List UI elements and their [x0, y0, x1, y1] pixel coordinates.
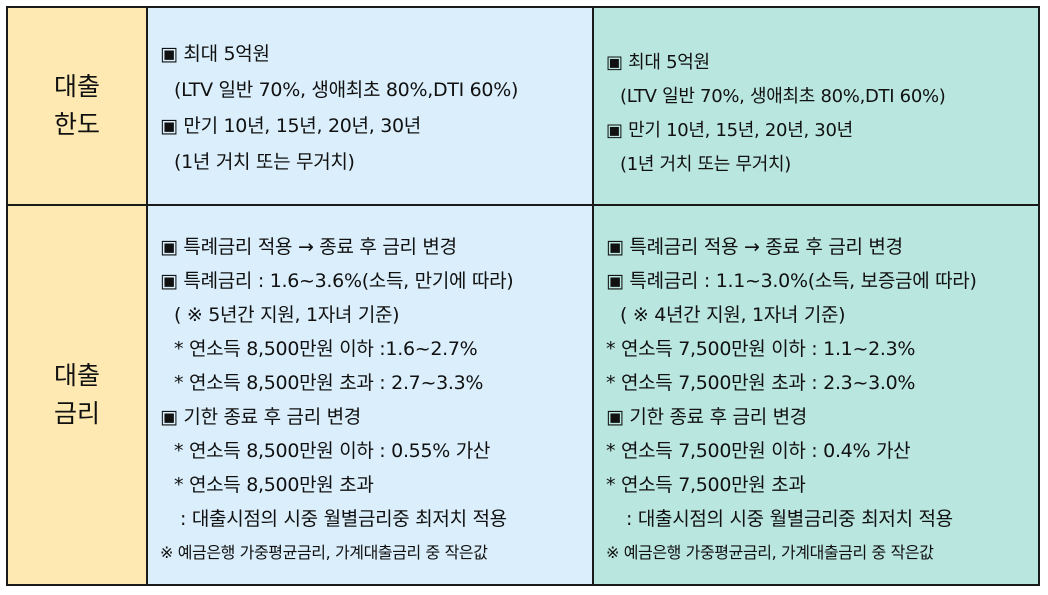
cell-line: ▣ 만기 10년, 15년, 20년, 30년 [160, 115, 421, 137]
cell-line: (1년 거치 또는 무거치) [174, 151, 355, 173]
cell-line: * 연소득 8,500만원 초과 [174, 474, 374, 496]
loan-rate-cell-b: ▣ 특례금리 적용 → 종료 후 금리 변경 ▣ 특례금리 : 1.1~3.0%… [592, 204, 1040, 586]
cell-line: ▣ 만기 10년, 15년, 20년, 30년 [606, 120, 853, 141]
cell-line: * 연소득 8,500만원 초과 : 2.7~3.3% [174, 372, 484, 394]
cell-note: ※ 예금은행 가중평균금리, 가계대출금리 중 작은값 [160, 543, 488, 562]
cell-line: ▣ 최대 5억원 [160, 43, 270, 65]
cell-line: ▣ 기한 종료 후 금리 변경 [160, 406, 361, 428]
cell-line: ( ※ 5년간 지원, 1자녀 기준) [174, 304, 400, 326]
cell-line: ▣ 특례금리 : 1.6~3.6%(소득, 만기에 따라) [160, 270, 514, 292]
cell-note: ※ 예금은행 가중평균금리, 가계대출금리 중 작은값 [606, 543, 934, 562]
cell-line: : 대출시점의 시중 월별금리중 최저치 적용 [626, 508, 953, 530]
cell-line: ▣ 특례금리 적용 → 종료 후 금리 변경 [606, 236, 903, 258]
loan-rate-cell-a: ▣ 특례금리 적용 → 종료 후 금리 변경 ▣ 특례금리 : 1.6~3.6%… [146, 204, 594, 586]
row-heading-loan-rate: 대출 금리 [6, 204, 148, 586]
cell-line: ▣ 최대 5억원 [606, 52, 710, 73]
table-row-loan-limit: 대출 한도 ▣ 최대 5억원 (LTV 일반 70%, 생애최초 80%,DTI… [6, 6, 1040, 206]
cell-line: * 연소득 8,500만원 이하 : 0.55% 가산 [174, 440, 491, 462]
cell-line: (LTV 일반 70%, 생애최초 80%,DTI 60%) [174, 79, 519, 101]
cell-line: (LTV 일반 70%, 생애최초 80%,DTI 60%) [620, 86, 946, 107]
row-heading-line: 금리 [53, 399, 100, 428]
cell-line: * 연소득 7,500만원 초과 [606, 474, 806, 496]
row-heading-line: 대출 [53, 72, 100, 101]
cell-line: : 대출시점의 시중 월별금리중 최저치 적용 [180, 508, 507, 530]
cell-line: * 연소득 7,500만원 초과 : 2.3~3.0% [606, 372, 916, 394]
loan-comparison-table: 대출 한도 ▣ 최대 5억원 (LTV 일반 70%, 생애최초 80%,DTI… [6, 6, 1040, 586]
row-heading-line: 한도 [53, 110, 100, 139]
loan-limit-cell-a: ▣ 최대 5억원 (LTV 일반 70%, 생애최초 80%,DTI 60%) … [146, 6, 594, 206]
cell-line: * 연소득 8,500만원 이하 :1.6~2.7% [174, 338, 478, 360]
cell-line: (1년 거치 또는 무거치) [620, 154, 791, 175]
cell-line: ▣ 특례금리 적용 → 종료 후 금리 변경 [160, 236, 457, 258]
cell-line: * 연소득 7,500만원 이하 : 1.1~2.3% [606, 338, 916, 360]
cell-line: ▣ 기한 종료 후 금리 변경 [606, 406, 807, 428]
cell-line: * 연소득 7,500만원 이하 : 0.4% 가산 [606, 440, 911, 462]
table-row-loan-rate: 대출 금리 ▣ 특례금리 적용 → 종료 후 금리 변경 ▣ 특례금리 : 1.… [6, 204, 1040, 586]
cell-line: ( ※ 4년간 지원, 1자녀 기준) [620, 304, 846, 326]
loan-limit-cell-b: ▣ 최대 5억원 (LTV 일반 70%, 생애최초 80%,DTI 60%) … [592, 6, 1040, 206]
cell-line: ▣ 특례금리 : 1.1~3.0%(소득, 보증금에 따라) [606, 270, 977, 292]
row-heading-loan-limit: 대출 한도 [6, 6, 148, 206]
row-heading-line: 대출 [53, 361, 100, 390]
